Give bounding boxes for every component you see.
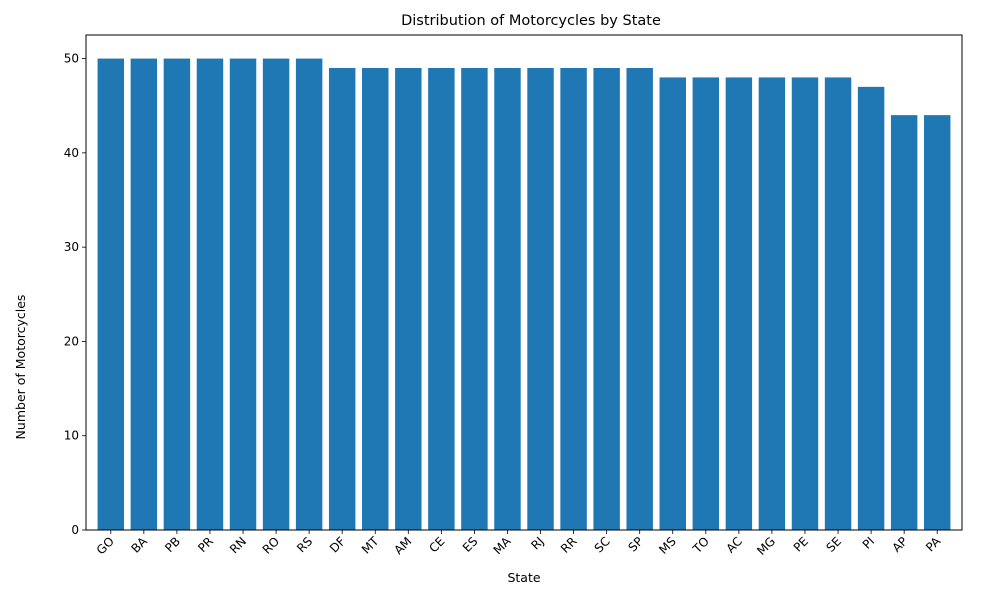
bar-am [395, 68, 422, 530]
y-axis: 0 10 20 30 40 50 [64, 52, 86, 537]
x-tick-label: SC [592, 534, 613, 555]
bar-se [824, 77, 852, 531]
x-tick-label: MA [491, 534, 515, 558]
x-tick-label: SP [625, 534, 645, 554]
x-tick-label: CE [426, 534, 447, 555]
bar-ro [262, 58, 290, 530]
bar-rn [229, 58, 257, 530]
x-tick-label: PR [195, 534, 216, 555]
x-tick-label: PE [791, 534, 811, 554]
x-tick-label: MS [656, 534, 679, 557]
y-tick-label: 20 [64, 334, 79, 348]
y-tick-label: 0 [71, 523, 79, 537]
bar-ma [494, 68, 521, 530]
x-tick-label: TO [689, 534, 711, 556]
chart-title: Distribution of Motorcycles by State [401, 13, 661, 29]
bar-to [692, 77, 720, 531]
plot-frame [85, 34, 963, 531]
bar-ba [130, 58, 158, 530]
bar-es [461, 68, 488, 530]
x-tick-label: AP [889, 534, 910, 555]
bar-ap [890, 115, 918, 530]
x-tick-label: PA [923, 534, 944, 555]
x-tick-label: RJ [528, 534, 546, 552]
x-tick-label: RS [294, 534, 315, 555]
x-tick-label: PB [162, 534, 183, 555]
bar-ms [659, 77, 686, 531]
bar-pr [196, 58, 224, 530]
bar-ac [725, 77, 753, 531]
bar-rs [295, 58, 323, 530]
x-tick-label: DF [327, 534, 348, 555]
x-tick-label: AM [391, 534, 414, 557]
x-tick-label: GO [94, 534, 117, 557]
bar-pb [163, 58, 191, 530]
x-tick-label: MG [754, 534, 778, 558]
bar-sp [626, 68, 653, 530]
x-tick-label: MT [359, 534, 382, 557]
bar-rr [560, 68, 587, 530]
bar-go [97, 58, 125, 530]
x-axis: GO BA PB PR RN RO RS DF MT AM CE ES MA RJ RR SC SP MS TO AC… [94, 530, 944, 558]
bar-rj [527, 68, 554, 530]
bar-mt [362, 68, 389, 530]
bar-pi [857, 86, 885, 531]
bar-mg [758, 77, 786, 531]
y-tick-label: 50 [64, 52, 79, 66]
bar-pa [923, 115, 951, 530]
y-tick-label: 30 [64, 240, 79, 254]
bar-ce [428, 68, 455, 530]
x-tick-label: AC [724, 534, 745, 555]
x-axis-label: State [507, 570, 540, 585]
bar-pe [791, 77, 819, 531]
bars-group [97, 58, 951, 531]
y-tick-label: 40 [64, 146, 79, 160]
bar-sc [593, 68, 620, 530]
x-tick-label: ES [460, 534, 481, 555]
x-tick-label: BA [128, 534, 150, 556]
bar-df [328, 68, 356, 530]
x-tick-label: RR [558, 534, 580, 556]
x-tick-label: RO [260, 534, 282, 556]
x-tick-label: SE [824, 534, 845, 555]
y-tick-label: 10 [64, 429, 79, 443]
x-tick-label: RN [227, 534, 249, 556]
y-axis-label: Number of Motorcycles [13, 295, 28, 440]
x-tick-label: PI [860, 534, 878, 552]
